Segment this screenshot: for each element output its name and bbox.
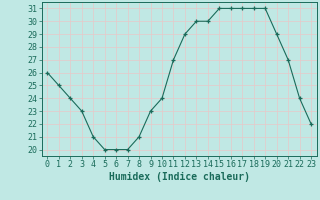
- X-axis label: Humidex (Indice chaleur): Humidex (Indice chaleur): [109, 172, 250, 182]
